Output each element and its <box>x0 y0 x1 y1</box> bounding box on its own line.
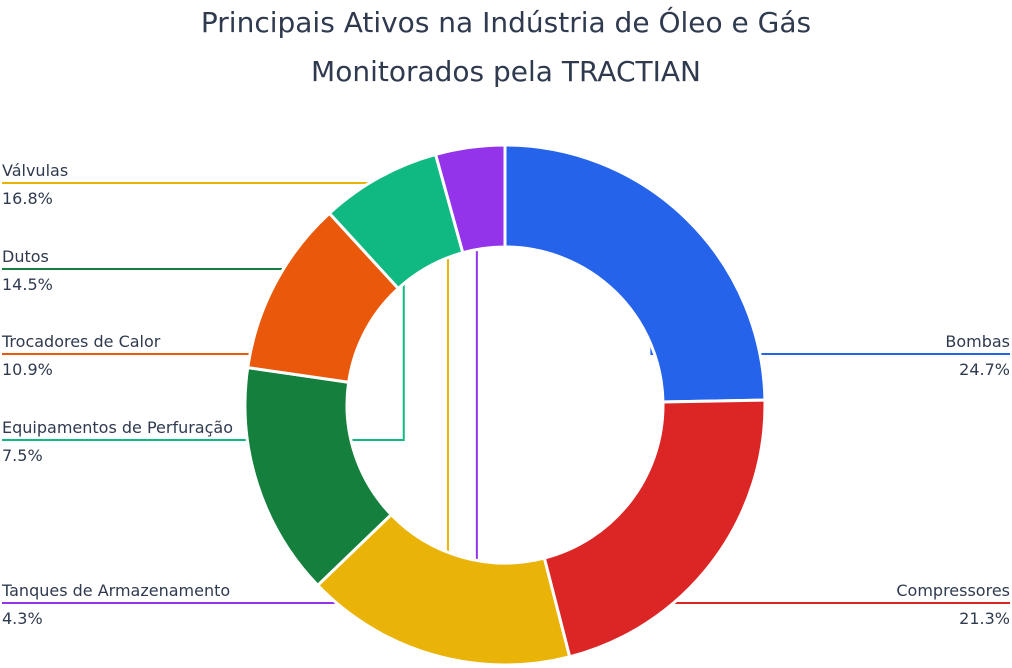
label-equipamentos-de-perfuracao: Equipamentos de Perfuração <box>2 418 233 437</box>
label-compressores: Compressores <box>896 581 1010 600</box>
label-bombas: Bombas <box>945 332 1010 351</box>
slice-valvulas <box>315 512 572 667</box>
percent-equipamentos-de-perfuracao: 7.5% <box>2 446 43 465</box>
label-valvulas: Válvulas <box>2 161 68 180</box>
slice-bombas <box>503 143 767 404</box>
percent-compressores: 21.3% <box>959 609 1010 628</box>
percent-tanques-de-armazenamento: 4.3% <box>2 609 43 628</box>
percent-dutos: 14.5% <box>2 275 53 294</box>
percent-bombas: 24.7% <box>959 360 1010 379</box>
percent-trocadores-de-calor: 10.9% <box>2 360 53 379</box>
percent-valvulas: 16.8% <box>2 189 53 208</box>
slice-tanques-de-armazenamento <box>433 143 507 255</box>
label-dutos: Dutos <box>2 247 49 266</box>
leader-line-equipamentos-de-perfuracao <box>2 222 405 441</box>
label-trocadores-de-calor: Trocadores de Calor <box>1 332 161 351</box>
slice-compressores <box>542 398 767 659</box>
chart-title-line-2: Monitorados pela TRACTIAN <box>311 55 701 88</box>
label-tanques-de-armazenamento: Tanques de Armazenamento <box>1 581 230 600</box>
chart-title-line-1: Principais Ativos na Indústria de Óleo e… <box>200 6 812 39</box>
